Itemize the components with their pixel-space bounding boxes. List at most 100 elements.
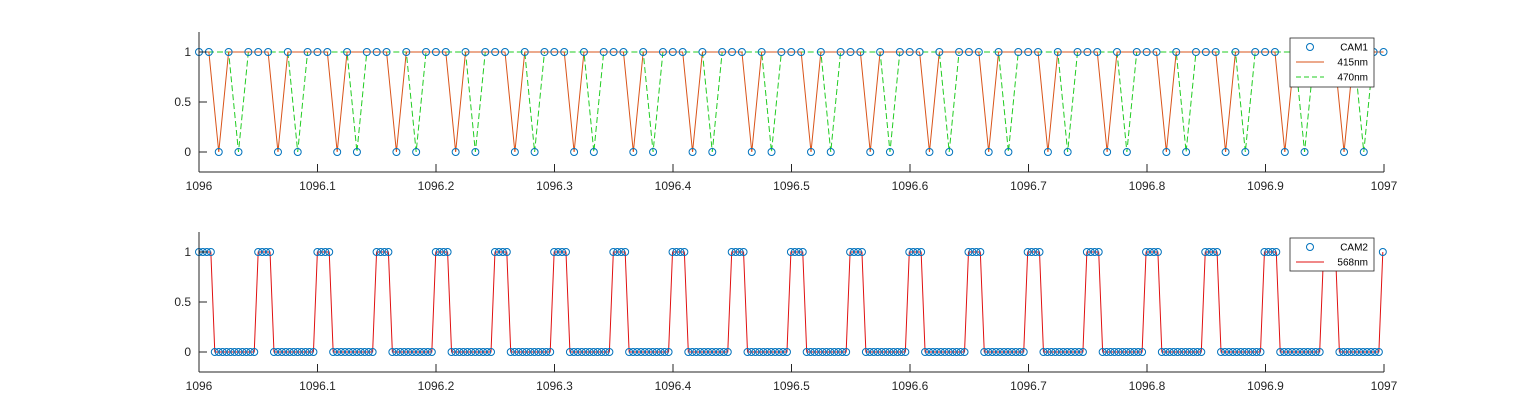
cam1-plot-axes: 1096 1096.1 1096.2 1096.3 1096.4 1096.5 1096.6… (174, 32, 1398, 193)
cam2-point (317, 248, 326, 256)
series-568nm-line (199, 251, 1384, 353)
cam1-point (441, 48, 450, 56)
cam2-point (656, 348, 665, 356)
cam1-point (254, 48, 263, 56)
cam2-point (1240, 348, 1249, 356)
cam1-point (1221, 148, 1230, 156)
cam2-point (1090, 248, 1099, 256)
cam2-point (423, 348, 432, 356)
cam2-point (1027, 248, 1036, 256)
cam2-point (396, 348, 405, 356)
cam2-point (483, 348, 492, 356)
cam1-plot: 1096 1096.1 1096.2 1096.3 1096.4 1096.5 1096.6… (174, 32, 1398, 193)
cam1-point (1004, 148, 1013, 156)
cam2-point (348, 348, 357, 356)
cam2-point (1086, 248, 1095, 256)
cam1-point (984, 148, 993, 156)
cam2-point (952, 348, 961, 356)
cam1-point (1201, 48, 1210, 56)
cam2-point (1205, 248, 1214, 256)
cam2-point (1185, 348, 1194, 356)
cam2-point (384, 248, 393, 256)
cam2-point (1276, 348, 1285, 356)
cam1-point (816, 48, 825, 56)
cam2-point (309, 348, 318, 356)
cam2-point (1110, 348, 1119, 356)
cam2-point (1288, 348, 1297, 356)
cam2-point (905, 248, 914, 256)
cam2-point (1232, 348, 1241, 356)
cam2-point (226, 348, 235, 356)
cam2-point (1335, 348, 1344, 356)
cam1-x-tick-label: 1096.9 (1247, 179, 1284, 193)
cam2-point (1078, 348, 1087, 356)
cam2-point (790, 248, 799, 256)
cam1-x-tick-label: 1096.1 (299, 179, 336, 193)
cam2-point (846, 248, 855, 256)
cam2-point (928, 348, 937, 356)
cam1-point (885, 148, 894, 156)
cam1-point (461, 48, 470, 56)
cam1-point (481, 48, 490, 56)
cam2-point (285, 348, 294, 356)
cam1-point (826, 148, 835, 156)
cam2-point (341, 348, 350, 356)
cam1-point (1359, 148, 1368, 156)
cam2-point (664, 348, 673, 356)
cam2-point (404, 348, 413, 356)
cam2-point (581, 348, 590, 356)
cam2-x-tick-label: 1096 (186, 379, 213, 393)
cam2-point (238, 348, 247, 356)
cam2-point (873, 348, 882, 356)
cam1-point (1073, 48, 1082, 56)
cam2-point (1272, 248, 1281, 256)
cam2-point (648, 348, 657, 356)
cam2-point (1224, 348, 1233, 356)
cam2-point (1256, 348, 1265, 356)
cam2-legend-label: 568nm (1337, 258, 1368, 269)
cam1-point (757, 48, 766, 56)
cam1-y-tick-label: 1 (184, 45, 191, 59)
cam1-point (244, 48, 253, 56)
cam2-point (925, 348, 934, 356)
cam1-point (1340, 148, 1349, 156)
cam2-x-tick-label: 1096.2 (418, 379, 455, 393)
cam1-point (560, 48, 569, 56)
cam2-point (1248, 348, 1257, 356)
cam1-point (994, 48, 1003, 56)
cam2-point (660, 348, 669, 356)
cam2-point (352, 348, 361, 356)
cam1-point (895, 48, 904, 56)
cam2-point (1039, 348, 1048, 356)
cam2-point (940, 348, 949, 356)
cam2-point (601, 348, 610, 356)
cam1-point (836, 48, 845, 56)
cam2-point (885, 348, 894, 356)
cam1-legend-label: 415nm (1337, 58, 1368, 69)
cam2-point (443, 248, 452, 256)
cam2-point (889, 348, 898, 356)
cam2-point (1236, 348, 1245, 356)
cam2-point (704, 348, 713, 356)
cam1-point (599, 48, 608, 56)
cam2-point (337, 348, 346, 356)
cam2-point (558, 248, 567, 256)
cam2-point (1098, 348, 1107, 356)
cam2-plot-marks (195, 248, 1387, 356)
cam1-point (1043, 148, 1052, 156)
cam1-x-tick-label: 1096.3 (536, 179, 573, 193)
cam2-point (498, 248, 507, 256)
cam1-point (491, 48, 500, 56)
cam2-point (1374, 348, 1383, 356)
cam1-point (1162, 148, 1171, 156)
cam2-point (771, 348, 780, 356)
cam2-point (1284, 348, 1293, 356)
cam2-point (802, 348, 811, 356)
cam1-legend: CAM1 415nm 470nm (1289, 37, 1375, 88)
cam2-point (1106, 348, 1115, 356)
cam2-legend-label: CAM2 (1340, 243, 1368, 254)
cam2-point (826, 348, 835, 356)
cam2-point (1047, 348, 1056, 356)
cam2-legend-marker (1306, 243, 1314, 251)
